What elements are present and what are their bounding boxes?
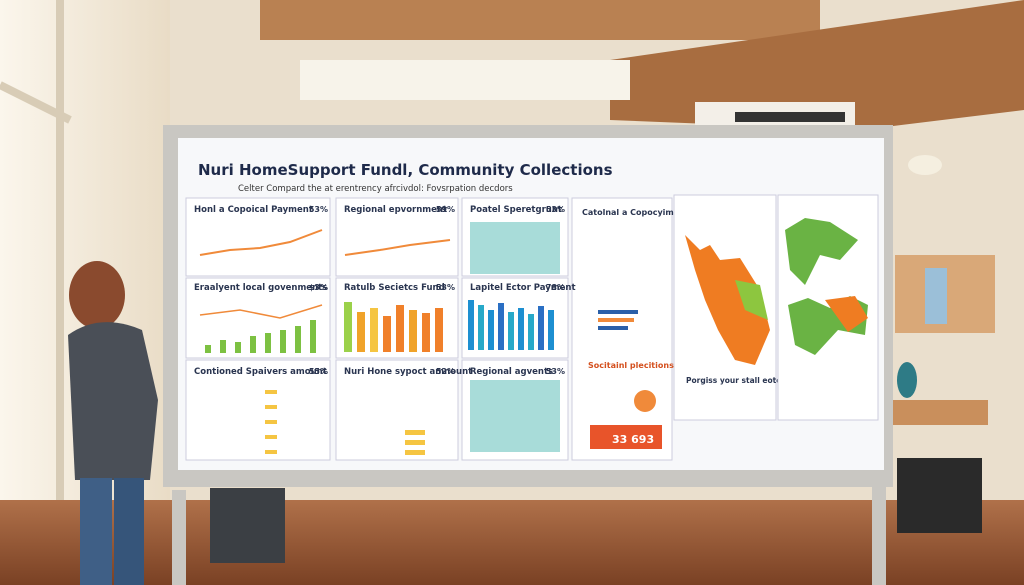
table-block — [470, 380, 560, 452]
panel-value: 53% — [546, 367, 565, 376]
panel-title: Lapitel Ector Payment — [470, 283, 576, 293]
sparkline — [199, 304, 323, 319]
panel-value: 78% — [546, 283, 565, 292]
map-region — [735, 280, 768, 320]
binder — [925, 268, 947, 324]
table-block — [470, 222, 560, 274]
map-region — [685, 235, 770, 365]
bars-decor — [344, 302, 443, 352]
panel — [335, 359, 459, 461]
side-title: Catolnal a Copocyiming Pre fonihet — [582, 208, 741, 217]
panel — [185, 359, 331, 461]
panel-grid — [185, 197, 569, 461]
sparkline — [199, 229, 323, 256]
vent-slot — [735, 112, 845, 122]
panel — [335, 197, 459, 277]
panel-title: Nuri Hone sypoct amnount — [344, 367, 472, 377]
person-hair — [69, 261, 125, 329]
lamp — [908, 155, 942, 175]
vase — [897, 362, 917, 398]
panel-title: Poatel Speretgrunt — [470, 205, 562, 215]
bars-decor — [205, 320, 316, 353]
board-subtitle: Celter Compard the at erentrency afrcivd… — [238, 184, 513, 194]
panel-value: 55% — [309, 367, 328, 376]
total-box — [590, 425, 662, 449]
total: 33 693 — [612, 433, 654, 446]
board-title: Nuri HomeSupport Fundl, Community Collec… — [198, 161, 613, 179]
ceiling-wood-right — [610, 0, 1024, 130]
sparkline — [344, 239, 451, 256]
panel-value: 53% — [309, 205, 328, 214]
person-leg — [80, 478, 112, 585]
map-region — [825, 296, 868, 332]
window-frame — [0, 81, 72, 124]
map-region — [785, 218, 858, 285]
ceiling-wood — [260, 0, 820, 40]
donut — [634, 390, 656, 412]
person-sweater — [68, 322, 158, 480]
floor — [0, 500, 1024, 585]
panel-value: 52% — [436, 367, 455, 376]
panel-title: Regional epvornment — [344, 205, 447, 215]
board-leg — [872, 470, 886, 585]
list-decor — [265, 390, 277, 454]
panel-title: Regional agvents — [470, 367, 553, 377]
panel-title: Eraalyent local govenments — [194, 283, 327, 293]
map-title: Porgiss your stall eotenig — [686, 376, 795, 385]
side-bars — [598, 310, 638, 330]
desk — [893, 400, 988, 425]
person-leg — [114, 478, 144, 585]
panel-value: 53% — [546, 205, 565, 214]
panel-title: Ratulb Secietcs Fund — [344, 283, 445, 293]
side-footer-title: Socitainl plecitions — [588, 361, 674, 370]
cabinet — [897, 458, 982, 533]
bin — [210, 488, 285, 563]
panel-value: 53% — [436, 283, 455, 292]
panel-value: 59% — [436, 205, 455, 214]
panel-title: Contioned Spaivers amount — [194, 367, 327, 377]
bars-decor — [468, 300, 554, 350]
panel-title: Honl a Copoical Payment — [194, 205, 313, 215]
panel — [185, 277, 331, 359]
list-decor — [405, 430, 425, 455]
board-leg — [172, 490, 186, 585]
skylight — [300, 60, 630, 100]
panel-value: $3% — [309, 283, 328, 292]
